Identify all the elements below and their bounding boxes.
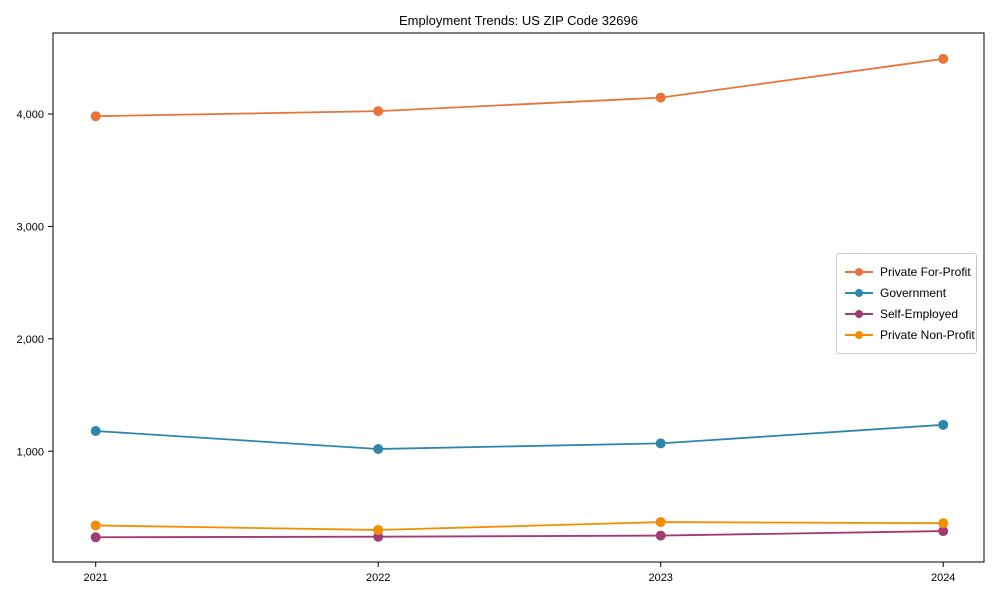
data-point-marker xyxy=(90,111,101,122)
series-line xyxy=(95,423,944,450)
data-point-marker xyxy=(90,426,101,437)
legend-swatch xyxy=(845,266,873,278)
series-line xyxy=(95,530,944,539)
x-tick-label: 2022 xyxy=(366,572,390,584)
legend-item: Government xyxy=(845,283,968,303)
y-tick-label: 2,000 xyxy=(16,334,44,346)
x-tick-label: 2024 xyxy=(931,572,955,584)
plot-border xyxy=(52,32,985,563)
data-point-marker xyxy=(90,520,101,531)
legend-swatch xyxy=(845,308,873,320)
legend-label: Self-Employed xyxy=(880,307,959,321)
legend-item: Private For-Profit xyxy=(845,262,971,282)
legend-label: Private For-Profit xyxy=(880,265,971,279)
data-point-marker xyxy=(655,92,666,103)
data-point-marker xyxy=(655,517,666,528)
data-point-marker xyxy=(373,106,384,117)
legend-label: Government xyxy=(880,286,947,300)
legend-swatch xyxy=(845,287,873,299)
y-tick-label: 3,000 xyxy=(16,221,44,233)
data-point-marker xyxy=(938,419,949,430)
data-point-marker xyxy=(938,53,949,64)
series-line xyxy=(95,521,944,531)
legend-item: Self-Employed xyxy=(845,304,968,324)
series-line xyxy=(95,57,944,118)
data-point-marker xyxy=(938,526,949,537)
data-point-marker xyxy=(373,524,384,535)
data-point-marker xyxy=(655,530,666,541)
legend-item: Private Non-Profit xyxy=(845,325,975,345)
data-point-marker xyxy=(90,532,101,543)
legend: Private For-Profit Government Self-Employe… xyxy=(836,253,977,354)
x-tick-label: 2023 xyxy=(648,572,672,584)
data-point-marker xyxy=(373,444,384,455)
data-point-marker xyxy=(938,518,949,529)
y-tick-label: 4,000 xyxy=(16,109,44,121)
x-tick-label: 2021 xyxy=(83,572,107,584)
legend-label: Private Non-Profit xyxy=(880,328,975,342)
legend-swatch xyxy=(845,329,873,341)
data-point-marker xyxy=(655,438,666,449)
y-tick-label: 1,000 xyxy=(16,446,44,458)
chart-title: Employment Trends: US ZIP Code 32696 xyxy=(399,13,638,28)
